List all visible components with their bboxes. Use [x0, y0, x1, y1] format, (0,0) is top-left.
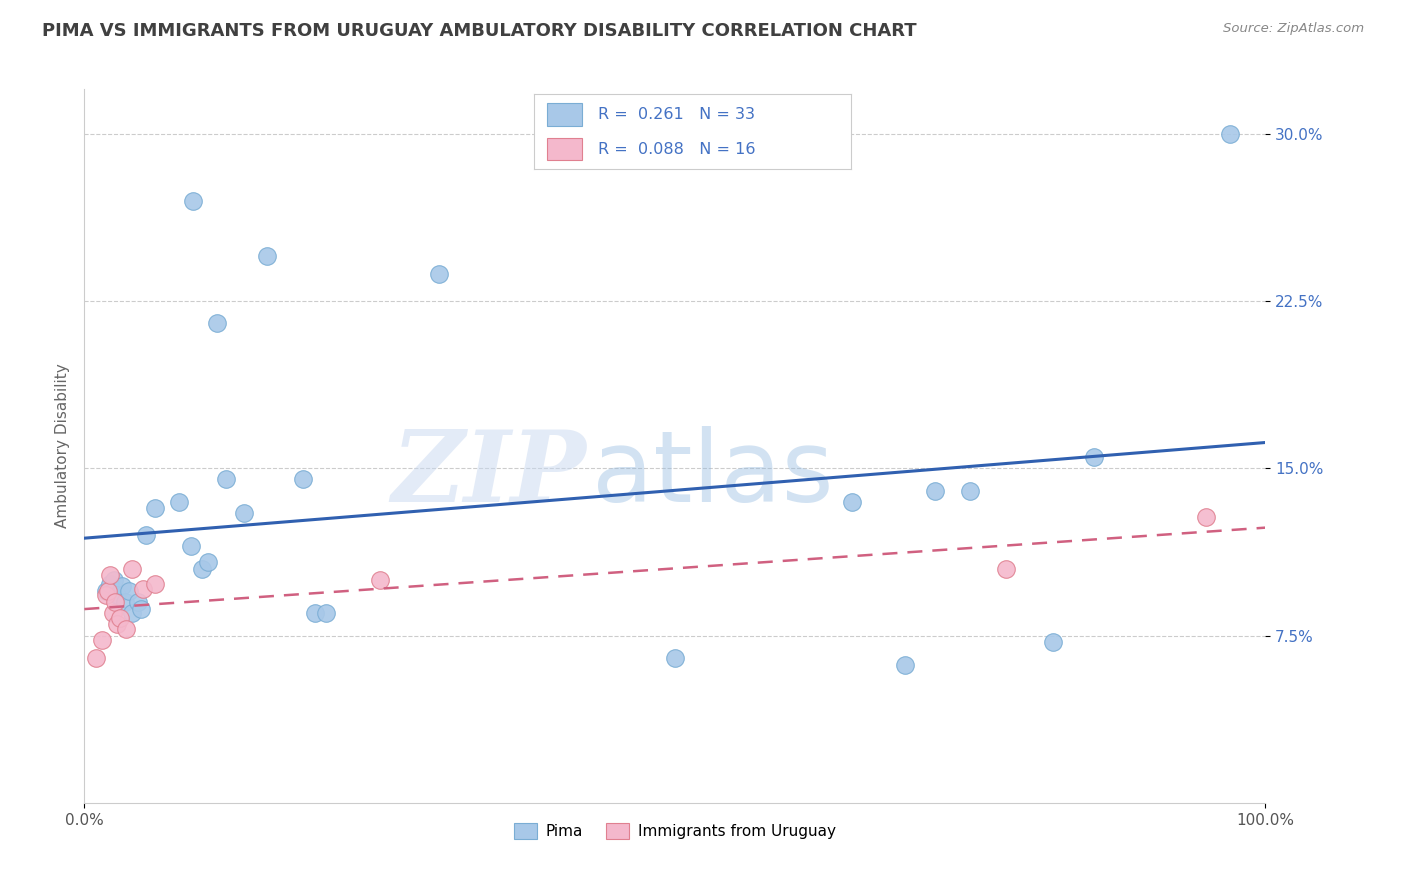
Text: R =  0.261   N = 33: R = 0.261 N = 33 [598, 107, 755, 121]
Point [114, 595, 136, 609]
Point [994, 562, 1017, 576]
Point [191, 562, 214, 576]
Point [143, 501, 166, 516]
Point [108, 610, 131, 624]
Point [97, 583, 120, 598]
Point [167, 494, 190, 508]
Point [111, 580, 134, 594]
Point [315, 607, 337, 621]
Legend: Pima, Immigrants from Uruguay: Pima, Immigrants from Uruguay [508, 817, 842, 845]
Point [101, 607, 124, 621]
Point [1219, 127, 1241, 141]
Text: Source: ZipAtlas.com: Source: ZipAtlas.com [1223, 22, 1364, 36]
Point [215, 473, 238, 487]
Point [894, 657, 917, 672]
Point [127, 595, 149, 609]
Point [121, 607, 143, 621]
Point [1195, 510, 1218, 524]
Point [98, 568, 121, 582]
Point [104, 595, 127, 609]
Text: PIMA VS IMMIGRANTS FROM URUGUAY AMBULATORY DISABILITY CORRELATION CHART: PIMA VS IMMIGRANTS FROM URUGUAY AMBULATO… [42, 22, 917, 40]
Point [132, 582, 155, 596]
Point [232, 506, 254, 520]
Text: atlas: atlas [592, 426, 834, 523]
Point [959, 483, 981, 498]
Point [98, 577, 121, 591]
Point [664, 651, 686, 665]
Bar [547, 103, 582, 126]
Point [924, 483, 946, 498]
Point [107, 589, 129, 603]
Point [1083, 450, 1105, 464]
Point [143, 577, 166, 591]
Point [841, 494, 863, 508]
Point [129, 602, 152, 616]
Point [180, 539, 202, 553]
Point [1042, 635, 1064, 649]
Point [368, 573, 391, 587]
Point [121, 562, 143, 576]
Point [256, 249, 278, 264]
Point [205, 316, 228, 330]
Text: R =  0.088   N = 16: R = 0.088 N = 16 [598, 142, 755, 156]
Point [427, 268, 450, 282]
Point [304, 607, 326, 621]
Point [291, 473, 314, 487]
Point [135, 528, 157, 542]
Text: ZIP: ZIP [391, 426, 586, 523]
Point [84, 651, 107, 665]
Point [103, 573, 125, 587]
Point [94, 583, 117, 598]
Y-axis label: Ambulatory Disability: Ambulatory Disability [55, 364, 70, 528]
Point [94, 589, 117, 603]
Point [197, 555, 219, 569]
Point [181, 194, 204, 208]
Bar [547, 137, 582, 161]
Point [107, 617, 129, 632]
Point [118, 583, 141, 598]
Point [91, 633, 114, 648]
Point [114, 622, 136, 636]
